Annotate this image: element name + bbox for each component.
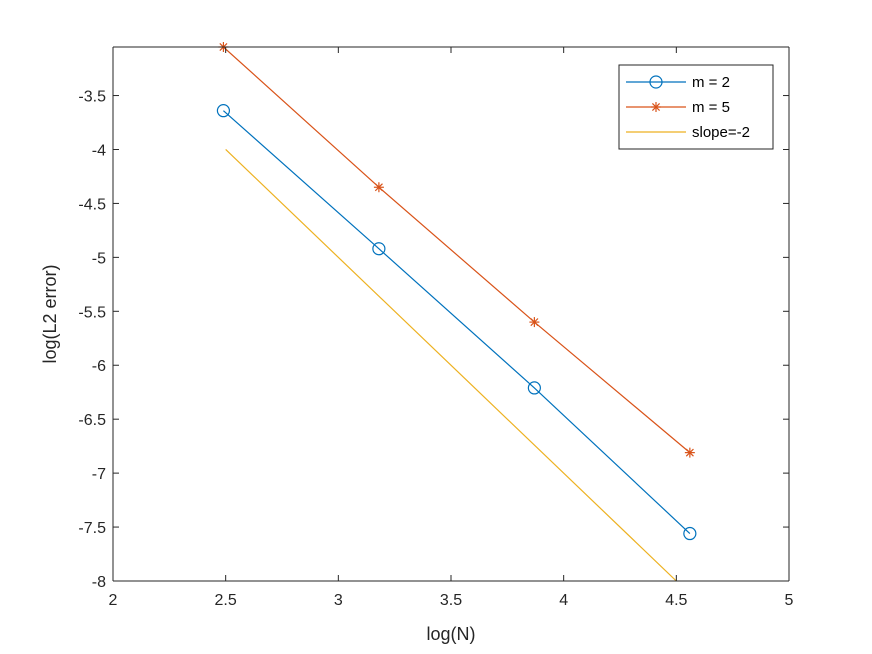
legend-marker bbox=[651, 102, 661, 112]
y-tick-label: -5 bbox=[92, 250, 106, 267]
x-tick-label: 4 bbox=[559, 592, 568, 609]
x-axis-label: log(N) bbox=[426, 624, 475, 644]
data-point-series-1-3 bbox=[527, 381, 541, 395]
series-line-1 bbox=[223, 110, 691, 534]
y-tick-label: -7.5 bbox=[78, 520, 106, 537]
data-point-series-2-2 bbox=[373, 182, 384, 193]
y-tick-label: -4 bbox=[92, 142, 106, 159]
y-tick-label: -4.5 bbox=[78, 196, 106, 213]
legend: m = 2 m = 5 slope=-2 bbox=[618, 64, 774, 150]
data-point-series-2-4 bbox=[684, 447, 695, 458]
y-tick-label: -6.5 bbox=[78, 412, 106, 429]
data-point-series-1-4 bbox=[683, 526, 697, 541]
x-tick-label: 2.5 bbox=[215, 592, 237, 609]
series-line-2 bbox=[223, 47, 691, 454]
y-tick-label: -8 bbox=[92, 574, 106, 591]
legend-label: m = 2 bbox=[692, 74, 730, 91]
data-point-series-1-1 bbox=[216, 104, 231, 118]
legend-marker bbox=[649, 75, 663, 89]
legend-entry: m = 5 bbox=[626, 99, 730, 116]
x-tick-label: 4.5 bbox=[665, 592, 687, 609]
legend-entry: m = 2 bbox=[626, 74, 730, 91]
x-tick-label: 3.5 bbox=[440, 592, 462, 609]
x-tick-label: 3 bbox=[334, 592, 343, 609]
y-axis-label: log(L2 error) bbox=[40, 264, 60, 363]
y-tick-label: -7 bbox=[92, 466, 106, 483]
legend-label: m = 5 bbox=[692, 99, 730, 116]
y-tick-label: -5.5 bbox=[78, 304, 106, 321]
x-tick-label: 5 bbox=[785, 592, 794, 609]
legend-label: slope=-2 bbox=[692, 124, 750, 141]
data-point-series-2-3 bbox=[529, 317, 540, 328]
y-tick-label: -3.5 bbox=[78, 89, 106, 106]
series-line-3 bbox=[225, 149, 677, 581]
x-tick-label: 2 bbox=[109, 592, 118, 609]
legend-entry: slope=-2 bbox=[626, 124, 750, 141]
data-point-series-1-2 bbox=[372, 242, 386, 256]
y-tick-label: -6 bbox=[92, 358, 106, 375]
